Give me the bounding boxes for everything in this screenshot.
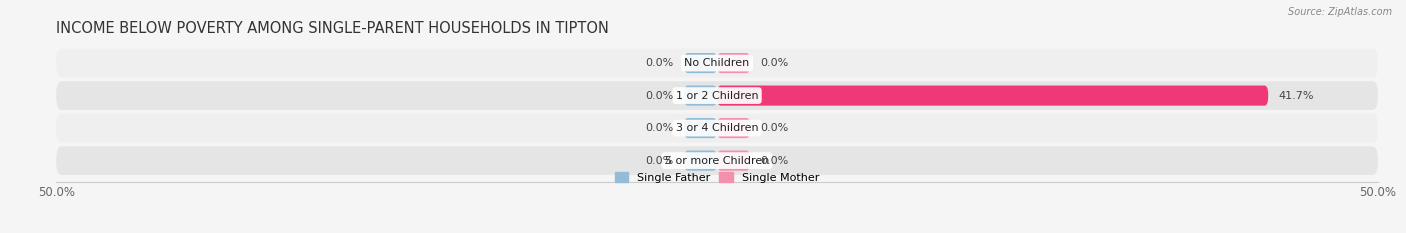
Text: 5 or more Children: 5 or more Children [665,156,769,166]
FancyBboxPatch shape [685,86,717,106]
Text: No Children: No Children [685,58,749,68]
Text: 41.7%: 41.7% [1279,91,1315,101]
FancyBboxPatch shape [685,118,717,138]
Text: 0.0%: 0.0% [645,156,673,166]
Text: 0.0%: 0.0% [761,156,789,166]
Text: 0.0%: 0.0% [645,123,673,133]
FancyBboxPatch shape [717,118,751,138]
FancyBboxPatch shape [56,81,1378,110]
Text: 0.0%: 0.0% [761,58,789,68]
FancyBboxPatch shape [717,53,751,73]
FancyBboxPatch shape [56,49,1378,77]
Text: 0.0%: 0.0% [761,123,789,133]
FancyBboxPatch shape [56,114,1378,142]
FancyBboxPatch shape [685,53,717,73]
FancyBboxPatch shape [56,146,1378,175]
Text: INCOME BELOW POVERTY AMONG SINGLE-PARENT HOUSEHOLDS IN TIPTON: INCOME BELOW POVERTY AMONG SINGLE-PARENT… [56,21,609,36]
Text: 0.0%: 0.0% [645,91,673,101]
Legend: Single Father, Single Mother: Single Father, Single Mother [610,168,824,187]
FancyBboxPatch shape [717,86,1268,106]
Text: 0.0%: 0.0% [645,58,673,68]
FancyBboxPatch shape [685,151,717,171]
Text: Source: ZipAtlas.com: Source: ZipAtlas.com [1288,7,1392,17]
Text: 1 or 2 Children: 1 or 2 Children [676,91,758,101]
Text: 3 or 4 Children: 3 or 4 Children [676,123,758,133]
FancyBboxPatch shape [717,151,751,171]
